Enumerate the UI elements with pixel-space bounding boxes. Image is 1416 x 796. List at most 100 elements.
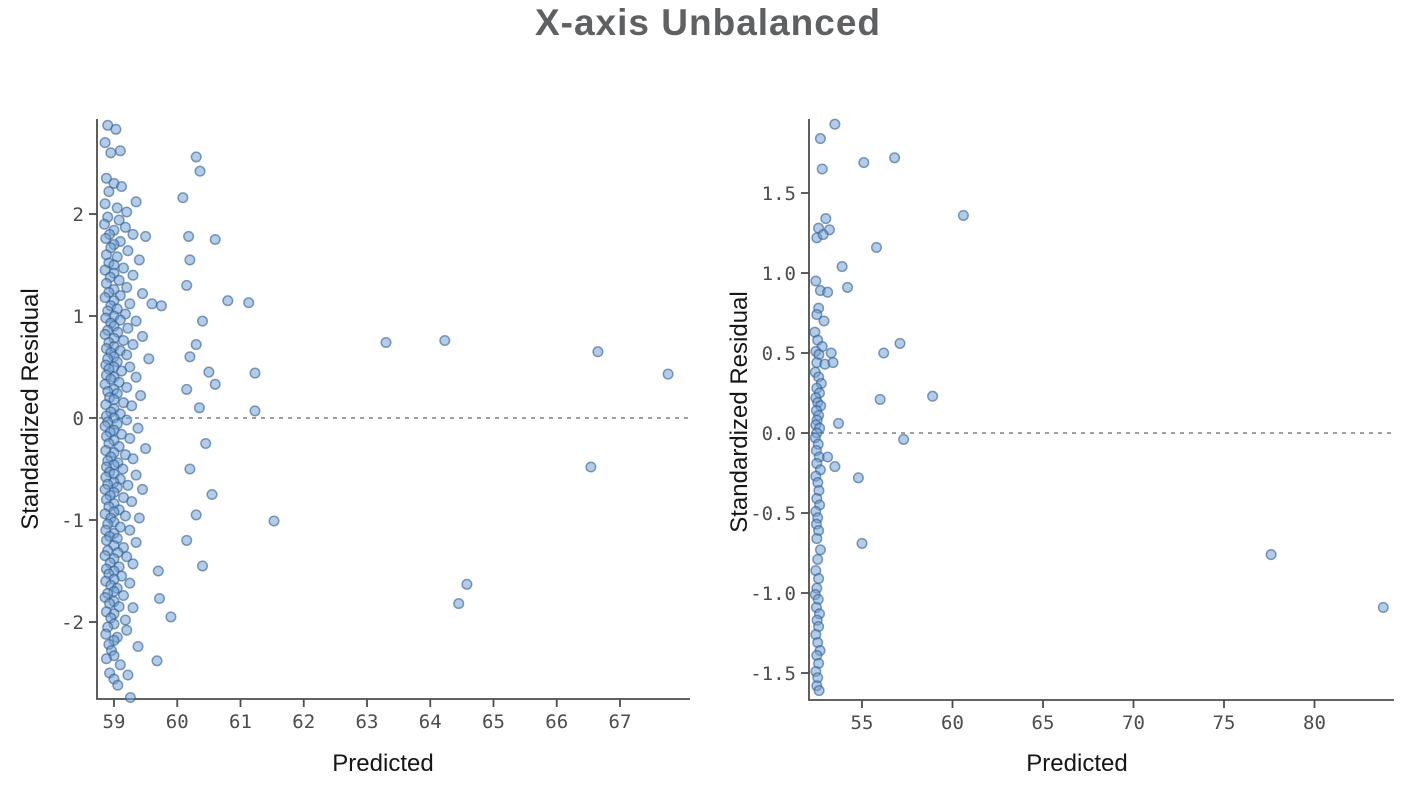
- data-point[interactable]: [222, 295, 234, 307]
- data-point[interactable]: [243, 297, 255, 309]
- data-point[interactable]: [121, 206, 133, 218]
- data-point[interactable]: [111, 202, 123, 214]
- data-point[interactable]: [124, 577, 136, 589]
- data-point[interactable]: [100, 172, 112, 184]
- data-point[interactable]: [140, 443, 152, 455]
- data-point[interactable]: [122, 669, 134, 681]
- data-point[interactable]: [894, 337, 906, 349]
- data-point[interactable]: [124, 524, 136, 536]
- data-point[interactable]: [100, 653, 112, 665]
- data-point[interactable]: [121, 551, 133, 563]
- data-point[interactable]: [127, 269, 139, 281]
- data-point[interactable]: [662, 368, 674, 380]
- data-point[interactable]: [146, 298, 158, 310]
- data-point[interactable]: [196, 315, 209, 327]
- data-point[interactable]: [190, 151, 202, 163]
- data-point[interactable]: [856, 537, 868, 549]
- data-point[interactable]: [811, 309, 823, 321]
- data-point[interactable]: [153, 592, 166, 605]
- data-point[interactable]: [126, 400, 138, 412]
- data-point[interactable]: [249, 367, 261, 379]
- data-point[interactable]: [119, 614, 131, 626]
- data-point[interactable]: [190, 339, 202, 351]
- data-point[interactable]: [822, 286, 834, 298]
- data-point[interactable]: [133, 254, 145, 266]
- data-point[interactable]: [114, 659, 126, 671]
- data-point[interactable]: [152, 565, 164, 577]
- data-point[interactable]: [825, 347, 837, 359]
- data-point[interactable]: [127, 339, 139, 351]
- data-point[interactable]: [103, 186, 115, 198]
- data-point[interactable]: [135, 390, 147, 402]
- data-point[interactable]: [130, 469, 142, 481]
- data-point[interactable]: [822, 451, 834, 463]
- data-point[interactable]: [99, 137, 111, 149]
- data-point[interactable]: [878, 347, 890, 359]
- data-point[interactable]: [119, 510, 131, 522]
- data-point[interactable]: [889, 152, 901, 164]
- data-point[interactable]: [203, 366, 215, 378]
- data-point[interactable]: [820, 213, 832, 225]
- data-point[interactable]: [927, 390, 939, 402]
- data-point[interactable]: [100, 534, 112, 546]
- data-point[interactable]: [874, 393, 886, 405]
- data-point[interactable]: [870, 241, 883, 253]
- data-point[interactable]: [841, 281, 854, 293]
- data-point[interactable]: [181, 279, 193, 291]
- data-point[interactable]: [121, 414, 133, 426]
- data-point[interactable]: [155, 300, 167, 312]
- data-point[interactable]: [858, 157, 870, 169]
- data-point[interactable]: [209, 378, 221, 390]
- data-point[interactable]: [585, 461, 597, 473]
- data-point[interactable]: [196, 560, 209, 572]
- data-point[interactable]: [1265, 549, 1277, 561]
- data-point[interactable]: [113, 274, 125, 286]
- data-point[interactable]: [209, 233, 221, 246]
- data-point[interactable]: [439, 334, 451, 347]
- data-point[interactable]: [852, 472, 864, 484]
- data-point[interactable]: [136, 483, 149, 495]
- data-point[interactable]: [136, 330, 149, 342]
- data-point[interactable]: [105, 147, 117, 159]
- data-point[interactable]: [181, 534, 193, 546]
- data-point[interactable]: [810, 275, 822, 287]
- data-point[interactable]: [127, 453, 139, 465]
- data-point[interactable]: [181, 383, 193, 395]
- data-point[interactable]: [122, 479, 134, 491]
- data-point[interactable]: [130, 196, 142, 208]
- data-point[interactable]: [814, 544, 826, 556]
- data-point[interactable]: [461, 578, 473, 590]
- data-point[interactable]: [813, 573, 825, 585]
- data-point[interactable]: [1377, 601, 1389, 613]
- data-point[interactable]: [194, 165, 206, 177]
- data-point[interactable]: [829, 461, 841, 473]
- data-point[interactable]: [813, 685, 825, 697]
- data-point[interactable]: [957, 209, 969, 221]
- data-point[interactable]: [136, 288, 149, 300]
- data-point[interactable]: [114, 145, 126, 157]
- data-point[interactable]: [122, 245, 134, 257]
- data-point[interactable]: [117, 262, 130, 274]
- data-point[interactable]: [184, 351, 196, 363]
- data-point[interactable]: [121, 281, 133, 293]
- data-point[interactable]: [898, 433, 910, 445]
- data-point[interactable]: [827, 357, 839, 369]
- data-point[interactable]: [249, 405, 261, 417]
- data-point[interactable]: [140, 230, 152, 242]
- data-point[interactable]: [117, 334, 130, 347]
- data-point[interactable]: [184, 463, 196, 475]
- data-point[interactable]: [177, 192, 189, 204]
- data-point[interactable]: [132, 422, 144, 434]
- data-point[interactable]: [127, 602, 139, 614]
- data-point[interactable]: [193, 402, 205, 414]
- data-point[interactable]: [130, 315, 142, 327]
- data-point[interactable]: [110, 123, 122, 135]
- data-point[interactable]: [206, 488, 218, 501]
- data-point[interactable]: [121, 381, 133, 393]
- data-point[interactable]: [116, 365, 128, 377]
- data-point[interactable]: [124, 298, 136, 310]
- data-point[interactable]: [165, 611, 177, 623]
- data-point[interactable]: [811, 533, 823, 545]
- data-point[interactable]: [816, 163, 828, 175]
- data-point[interactable]: [127, 228, 139, 240]
